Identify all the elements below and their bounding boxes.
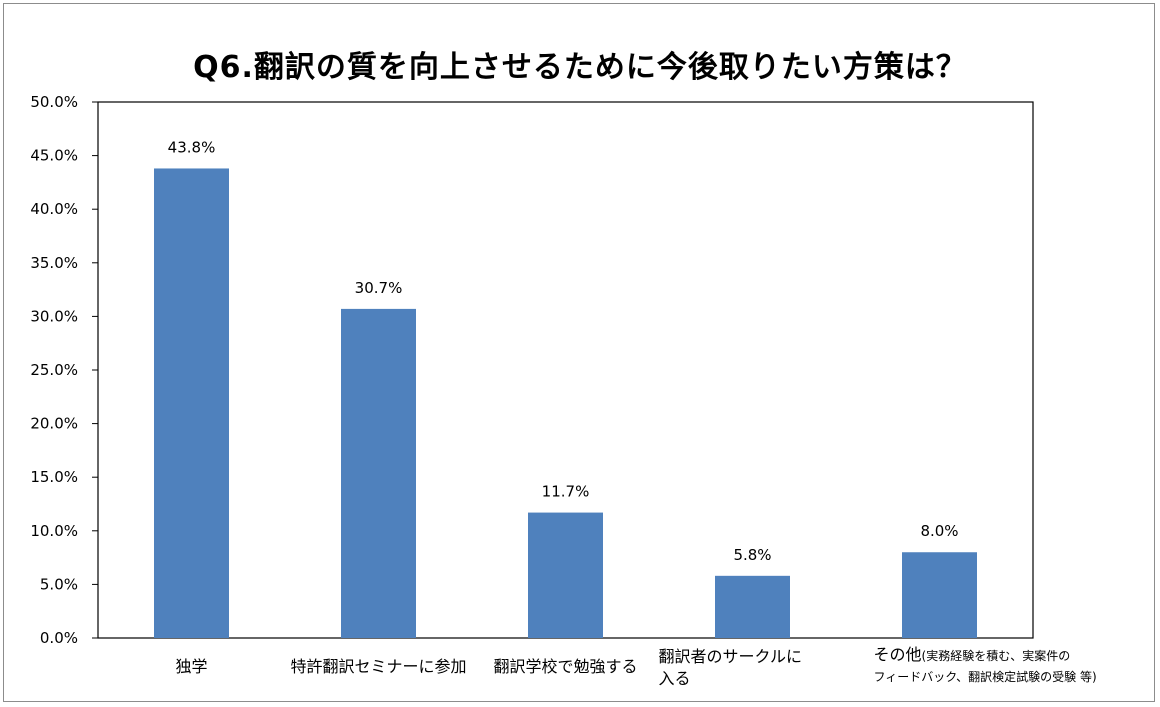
y-tick-label: 10.0% <box>30 522 78 540</box>
data-label: 30.7% <box>355 279 403 297</box>
category-label: 入る <box>659 669 691 688</box>
bar <box>341 308 416 638</box>
data-label: 8.0% <box>920 522 958 540</box>
data-label: 5.8% <box>733 546 771 564</box>
y-tick-label: 15.0% <box>30 468 78 486</box>
bar <box>528 512 603 638</box>
category-label: 翻訳者のサークルに <box>659 647 803 666</box>
chart-title: Q6.翻訳の質を向上させるために今後取りたい方策は？ <box>193 50 967 85</box>
bar <box>715 575 790 638</box>
y-tick-label: 25.0% <box>30 361 78 379</box>
y-tick-label: 30.0% <box>30 307 78 325</box>
data-label: 11.7% <box>542 483 590 501</box>
y-tick-label: 35.0% <box>30 254 78 272</box>
bar <box>902 552 977 638</box>
bar <box>154 168 229 639</box>
y-tick-label: 5.0% <box>40 575 78 593</box>
category-label: 特許翻訳セミナーに参加 <box>290 657 466 676</box>
data-label: 43.8% <box>168 138 216 156</box>
y-tick-label: 0.0% <box>40 629 78 647</box>
y-tick-label: 40.0% <box>30 200 78 218</box>
category-label: 独学 <box>175 657 207 676</box>
category-label: 翻訳学校で勉強する <box>493 657 637 676</box>
y-tick-label: 45.0% <box>30 147 78 165</box>
category-label: その他(実務経験を積む、実案件の <box>874 645 1071 664</box>
y-tick-label: 20.0% <box>30 415 78 433</box>
category-label: フィードバック、翻訳検定試験の受験 等) <box>874 669 1097 684</box>
y-tick-label: 50.0% <box>30 93 78 111</box>
